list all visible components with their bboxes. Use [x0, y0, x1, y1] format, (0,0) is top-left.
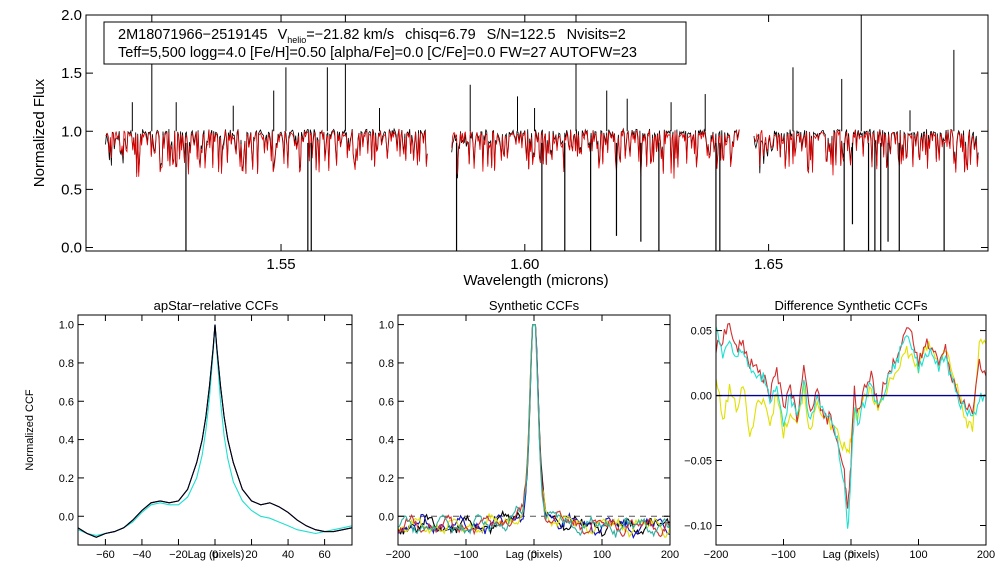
apstar-ccf-xtick-label: −20 — [169, 549, 188, 561]
vhelio-value-text: =−21.82 km/s — [306, 27, 394, 43]
apstar-ccf-plot-frame — [77, 314, 353, 546]
spectrum-panel: 1.55 1.60 1.65 0.0 0.5 1.0 1.5 2.0 2M18071966−2… — [31, 7, 989, 289]
difference-ccf-panel: Difference Synthetic CCFs −200 −100 0 100 20… — [684, 298, 995, 561]
synthetic-ccf-line-visit-3 — [398, 324, 670, 538]
spectrum-info-line1: 2M18071966−2519145 Vhelio=−21.82 km/s chis… — [118, 27, 626, 45]
vhelio-prefix-text: V — [278, 27, 288, 43]
spectrum-info-box — [103, 21, 687, 65]
difference-ccf-xtick-label: −100 — [771, 549, 796, 561]
apstar-ccf-xtick-label: −60 — [96, 549, 115, 561]
apstar-ccf-xtick-label: −40 — [133, 549, 152, 561]
difference-ccf-ytick-label: −0.10 — [684, 521, 712, 533]
synthetic-ccf-series-group — [398, 324, 670, 539]
difference-ccf-xtick-label: −200 — [704, 549, 729, 561]
apstar-ccf-y-axis-label: Normalized CCF — [24, 389, 36, 471]
synthetic-ccf-line-visit-5 — [398, 324, 670, 538]
spectrum-xtick-label: 1.60 — [510, 256, 539, 273]
spectrum-y-axis-label: Normalized Flux — [31, 78, 48, 187]
synthetic-ccf-xtick-label: −200 — [386, 549, 411, 561]
synthetic-ccf-plot-frame — [397, 314, 671, 546]
synthetic-ccf-ytick-label: 0.6 — [379, 396, 394, 408]
synthetic-ccf-xtick-label: 200 — [661, 549, 679, 561]
synthetic-ccf-panel: Synthetic CCFs −200 −100 0 100 200 0.0 0.2 0.4 0… — [379, 298, 679, 561]
difference-ccf-plot-frame — [715, 314, 987, 546]
apstar-ccf-line-visit-1 — [78, 324, 352, 538]
spectrum-model-line — [105, 129, 428, 178]
apstar-ccf-panel: apStar−relative CCFs −60 −40 −20 0 20 40 60 0.0… — [24, 298, 353, 561]
spectrum-ticks: 1.55 1.60 1.65 0.0 0.5 1.0 1.5 2.0 — [61, 7, 988, 273]
synthetic-ccf-ytick-label: 0.4 — [379, 435, 394, 447]
synthetic-ccf-line-visit-2 — [398, 324, 670, 539]
difference-ccf-ytick-label: 0.00 — [691, 391, 712, 403]
spectrum-ytick-label: 1.0 — [61, 123, 82, 140]
apstar-ccf-series-group — [78, 324, 352, 538]
star-id-text: 2M18071966−2519145 — [118, 27, 268, 43]
synthetic-ccf-ytick-label: 1.0 — [379, 320, 394, 332]
spectrum-ytick-label: 0.0 — [61, 240, 82, 257]
apstar-ccf-ticks: −60 −40 −20 0 20 40 60 0.0 0.2 0.4 0.6 0.8 1.0 — [59, 315, 352, 561]
difference-ccf-title: Difference Synthetic CCFs — [775, 298, 928, 313]
apstar-ccf-x-axis-label: Lag (pixels) — [188, 549, 245, 561]
difference-ccf-series-group — [716, 322, 986, 529]
synthetic-ccf-ytick-label: 0.0 — [379, 511, 394, 523]
difference-ccf-xtick-label: 100 — [909, 549, 927, 561]
synthetic-ccf-ytick-label: 0.2 — [379, 473, 394, 485]
spectrum-xtick-label: 1.65 — [754, 256, 783, 273]
synthetic-ccf-xtick-label: 0 — [531, 549, 537, 561]
spectrum-x-axis-label: Wavelength (microns) — [463, 272, 608, 289]
spectrum-ytick-label: 1.5 — [61, 65, 82, 82]
apstar-ccf-title: apStar−relative CCFs — [154, 298, 279, 313]
synthetic-ccf-title: Synthetic CCFs — [489, 298, 580, 313]
difference-ccf-xtick-label: 200 — [977, 549, 995, 561]
spectrum-info-line2: Teff=5,500 logg=4.0 [Fe/H]=0.50 [alpha/F… — [118, 45, 637, 61]
apstar-ccf-ytick-label: 0.8 — [59, 358, 74, 370]
synthetic-ccf-line-visit-4 — [398, 324, 670, 538]
apstar-ccf-line-combined — [78, 324, 352, 538]
difference-ccf-line-diff-1 — [716, 326, 986, 529]
apstar-ccf-xtick-label: 40 — [282, 549, 294, 561]
synthetic-ccf-ytick-label: 0.8 — [379, 358, 394, 370]
spectrum-ytick-label: 2.0 — [61, 7, 82, 24]
vhelio-subscript-text: helio — [287, 35, 306, 45]
apstar-ccf-xtick-label: 20 — [245, 549, 257, 561]
apstar-ccf-ytick-label: 0.0 — [59, 511, 74, 523]
spectrum-observed-line — [753, 128, 979, 174]
nvisits-text: Nvisits=2 — [567, 27, 626, 43]
apstar-ccf-xtick-label: 0 — [212, 549, 218, 561]
synthetic-ccf-xtick-label: 100 — [593, 549, 611, 561]
signal-noise-text: S/N=122.5 — [487, 27, 556, 43]
chisq-text: chisq=6.79 — [405, 27, 476, 43]
apstar-ccf-ytick-label: 0.6 — [59, 396, 74, 408]
spectrum-model-line — [451, 128, 740, 179]
apstar-ccf-ytick-label: 1.0 — [59, 320, 74, 332]
synthetic-ccf-x-axis-label: Lag (pixels) — [506, 549, 563, 561]
difference-ccf-ytick-label: 0.05 — [691, 326, 712, 338]
synthetic-ccf-ticks: −200 −100 0 100 200 0.0 0.2 0.4 0.6 0.8 1.0 — [379, 315, 679, 561]
spectrum-model-line — [753, 129, 979, 176]
difference-ccf-xtick-label: 0 — [848, 549, 854, 561]
apstar-ccf-ytick-label: 0.4 — [59, 435, 74, 447]
difference-ccf-x-axis-label: Lag (pixels) — [823, 549, 880, 561]
difference-ccf-ytick-label: −0.05 — [684, 456, 712, 468]
apstar-ccf-xtick-label: 60 — [318, 549, 330, 561]
spectrum-observed-line — [105, 127, 428, 174]
difference-ccf-ticks: −200 −100 0 100 200 0.05 0.00 −0.05 −0.10 — [684, 315, 995, 561]
synthetic-ccf-xtick-label: −100 — [454, 549, 479, 561]
synthetic-ccf-line-visit-1 — [398, 324, 670, 537]
apstar-ccf-ytick-label: 0.2 — [59, 473, 74, 485]
spectrum-plot-frame — [85, 14, 989, 252]
apstar-ccf-line-visit-2 — [78, 324, 352, 536]
spectrum-xtick-label: 1.55 — [266, 256, 295, 273]
spectrum-ytick-label: 0.5 — [61, 181, 82, 198]
